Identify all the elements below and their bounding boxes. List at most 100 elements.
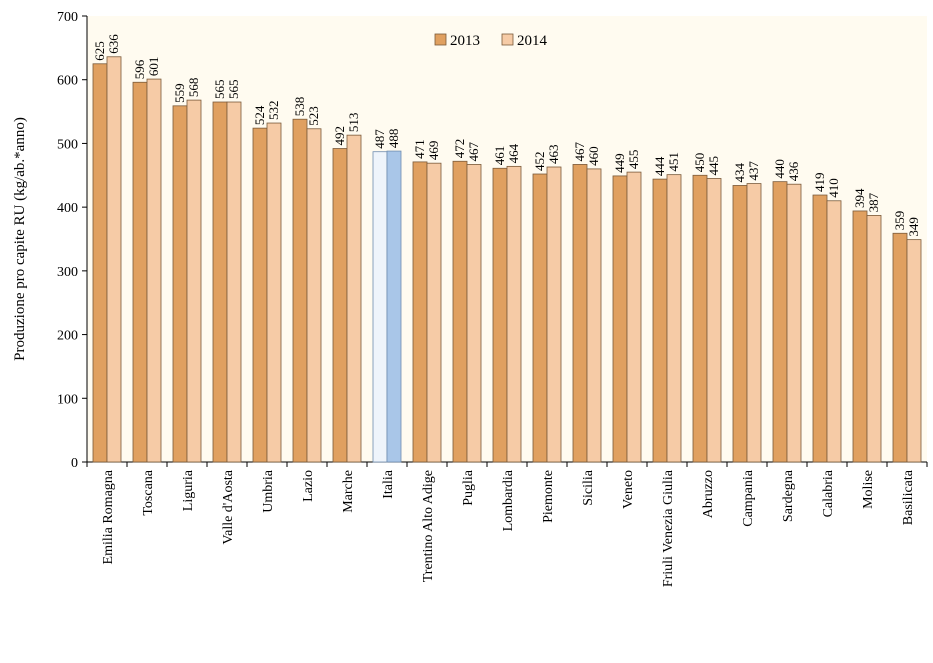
y-axis-title: Produzione pro capite RU (kg/ab.*anno) <box>12 117 28 361</box>
bar-2014 <box>786 183 802 463</box>
data-label-2013: 559 <box>172 83 187 103</box>
data-label-2014: 455 <box>626 150 641 170</box>
category-label: Sicilia <box>581 469 596 506</box>
bar-2013 <box>172 105 188 463</box>
data-label-2013: 487 <box>372 129 387 149</box>
category-label: Liguria <box>181 469 196 511</box>
category-label: Marche <box>341 470 356 513</box>
bar-2014 <box>186 99 202 463</box>
data-label-2014: 464 <box>506 143 521 163</box>
data-label-2013: 472 <box>452 139 467 159</box>
bar-2014 <box>666 174 682 463</box>
bar-2013 <box>132 81 148 463</box>
bar-2013 <box>852 210 868 463</box>
bar-2013 <box>572 164 588 463</box>
y-tick-label: 100 <box>57 392 78 407</box>
bar-2014 <box>146 78 162 463</box>
bar-2013 <box>652 178 668 463</box>
data-label-2013: 440 <box>772 159 787 179</box>
data-label-2014: 513 <box>346 113 361 133</box>
data-label-2013: 461 <box>492 146 507 166</box>
data-label-2014: 387 <box>866 192 881 212</box>
y-tick-label: 500 <box>57 137 78 152</box>
bar-2013 <box>772 181 788 463</box>
bar-2013 <box>812 194 828 463</box>
category-label: Molise <box>861 470 876 509</box>
bar-2013 <box>492 167 508 463</box>
legend-swatch-2013 <box>434 33 447 46</box>
data-label-2014: 568 <box>186 78 201 98</box>
data-label-2013: 450 <box>692 153 707 173</box>
legend-label-2014: 2014 <box>517 33 548 49</box>
y-axis: 0 100 200 300 400 500 600 700 <box>57 10 88 471</box>
bar-2014 <box>626 171 642 463</box>
y-tick-label: 0 <box>71 456 78 471</box>
data-label-2013: 449 <box>612 153 627 173</box>
category-label: Trentino Alto Adige <box>421 470 436 582</box>
bar-2013 <box>612 175 628 463</box>
bar-2014 <box>506 165 522 463</box>
bar-2014 <box>706 178 722 463</box>
bar-2014 <box>826 200 842 463</box>
y-tick-label: 300 <box>57 265 78 280</box>
data-label-2014: 436 <box>786 161 801 181</box>
category-label: Campania <box>741 469 756 527</box>
bar-2013 <box>412 161 428 463</box>
data-label-2013: 359 <box>892 211 907 231</box>
category-labels: Emilia Romagna Toscana Liguria Valle d'Aost… <box>101 469 916 587</box>
bar-2013 <box>92 63 108 463</box>
y-tick-label: 600 <box>57 74 78 89</box>
data-label-2014: 601 <box>146 57 161 77</box>
data-label-2014: 437 <box>746 161 761 181</box>
bar-2014 <box>306 128 322 463</box>
y-tick-label: 400 <box>57 201 78 216</box>
category-label: Toscana <box>141 469 156 515</box>
data-label-2013: 538 <box>292 97 307 117</box>
category-label: Puglia <box>461 469 476 506</box>
data-label-2014: 463 <box>546 145 561 165</box>
data-label-2013: 524 <box>252 105 267 125</box>
data-label-2014: 532 <box>266 101 281 121</box>
bar-2014 <box>386 150 402 463</box>
bar-2014 <box>866 215 882 463</box>
data-label-2014: 451 <box>666 152 681 172</box>
bar-2013 <box>292 118 308 463</box>
category-label: Piemonte <box>541 470 556 523</box>
data-label-2014: 523 <box>306 106 321 126</box>
bar-2013 <box>892 232 908 463</box>
data-label-2013: 625 <box>92 41 107 61</box>
category-label: Lazio <box>301 470 316 502</box>
bar-2014 <box>226 101 242 463</box>
data-label-2014: 636 <box>106 34 121 54</box>
data-label-2013: 419 <box>812 173 827 193</box>
data-label-2013: 467 <box>572 141 587 161</box>
y-tick-label: 700 <box>57 10 78 25</box>
bar-2014 <box>106 56 122 463</box>
data-label-2013: 394 <box>852 188 867 208</box>
legend: 2013 2014 <box>434 33 548 49</box>
bar-2013 <box>252 127 268 463</box>
bar-2013 <box>212 101 228 463</box>
bar-2014 <box>746 183 762 463</box>
category-label: Veneto <box>621 470 636 509</box>
category-label: Calabria <box>821 469 836 517</box>
data-label-2013: 492 <box>332 126 347 146</box>
data-label-2013: 452 <box>532 152 547 172</box>
bar-2013 <box>732 185 748 463</box>
data-label-2013: 444 <box>652 156 667 176</box>
bar-2013 <box>332 148 348 463</box>
legend-label-2013: 2013 <box>450 33 480 49</box>
category-label: Abruzzo <box>701 470 716 518</box>
x-axis <box>86 461 928 467</box>
bar-2013 <box>532 173 548 463</box>
category-label: Emilia Romagna <box>101 469 116 564</box>
data-label-2014: 469 <box>426 141 441 161</box>
bar-2013 <box>372 151 388 463</box>
bar-2014 <box>346 134 362 463</box>
data-label-2014: 460 <box>586 146 601 166</box>
data-label-2013: 471 <box>412 139 427 159</box>
data-label-2013: 434 <box>732 162 747 182</box>
data-label-2013: 565 <box>212 80 227 100</box>
category-label: Lombardia <box>501 469 516 531</box>
